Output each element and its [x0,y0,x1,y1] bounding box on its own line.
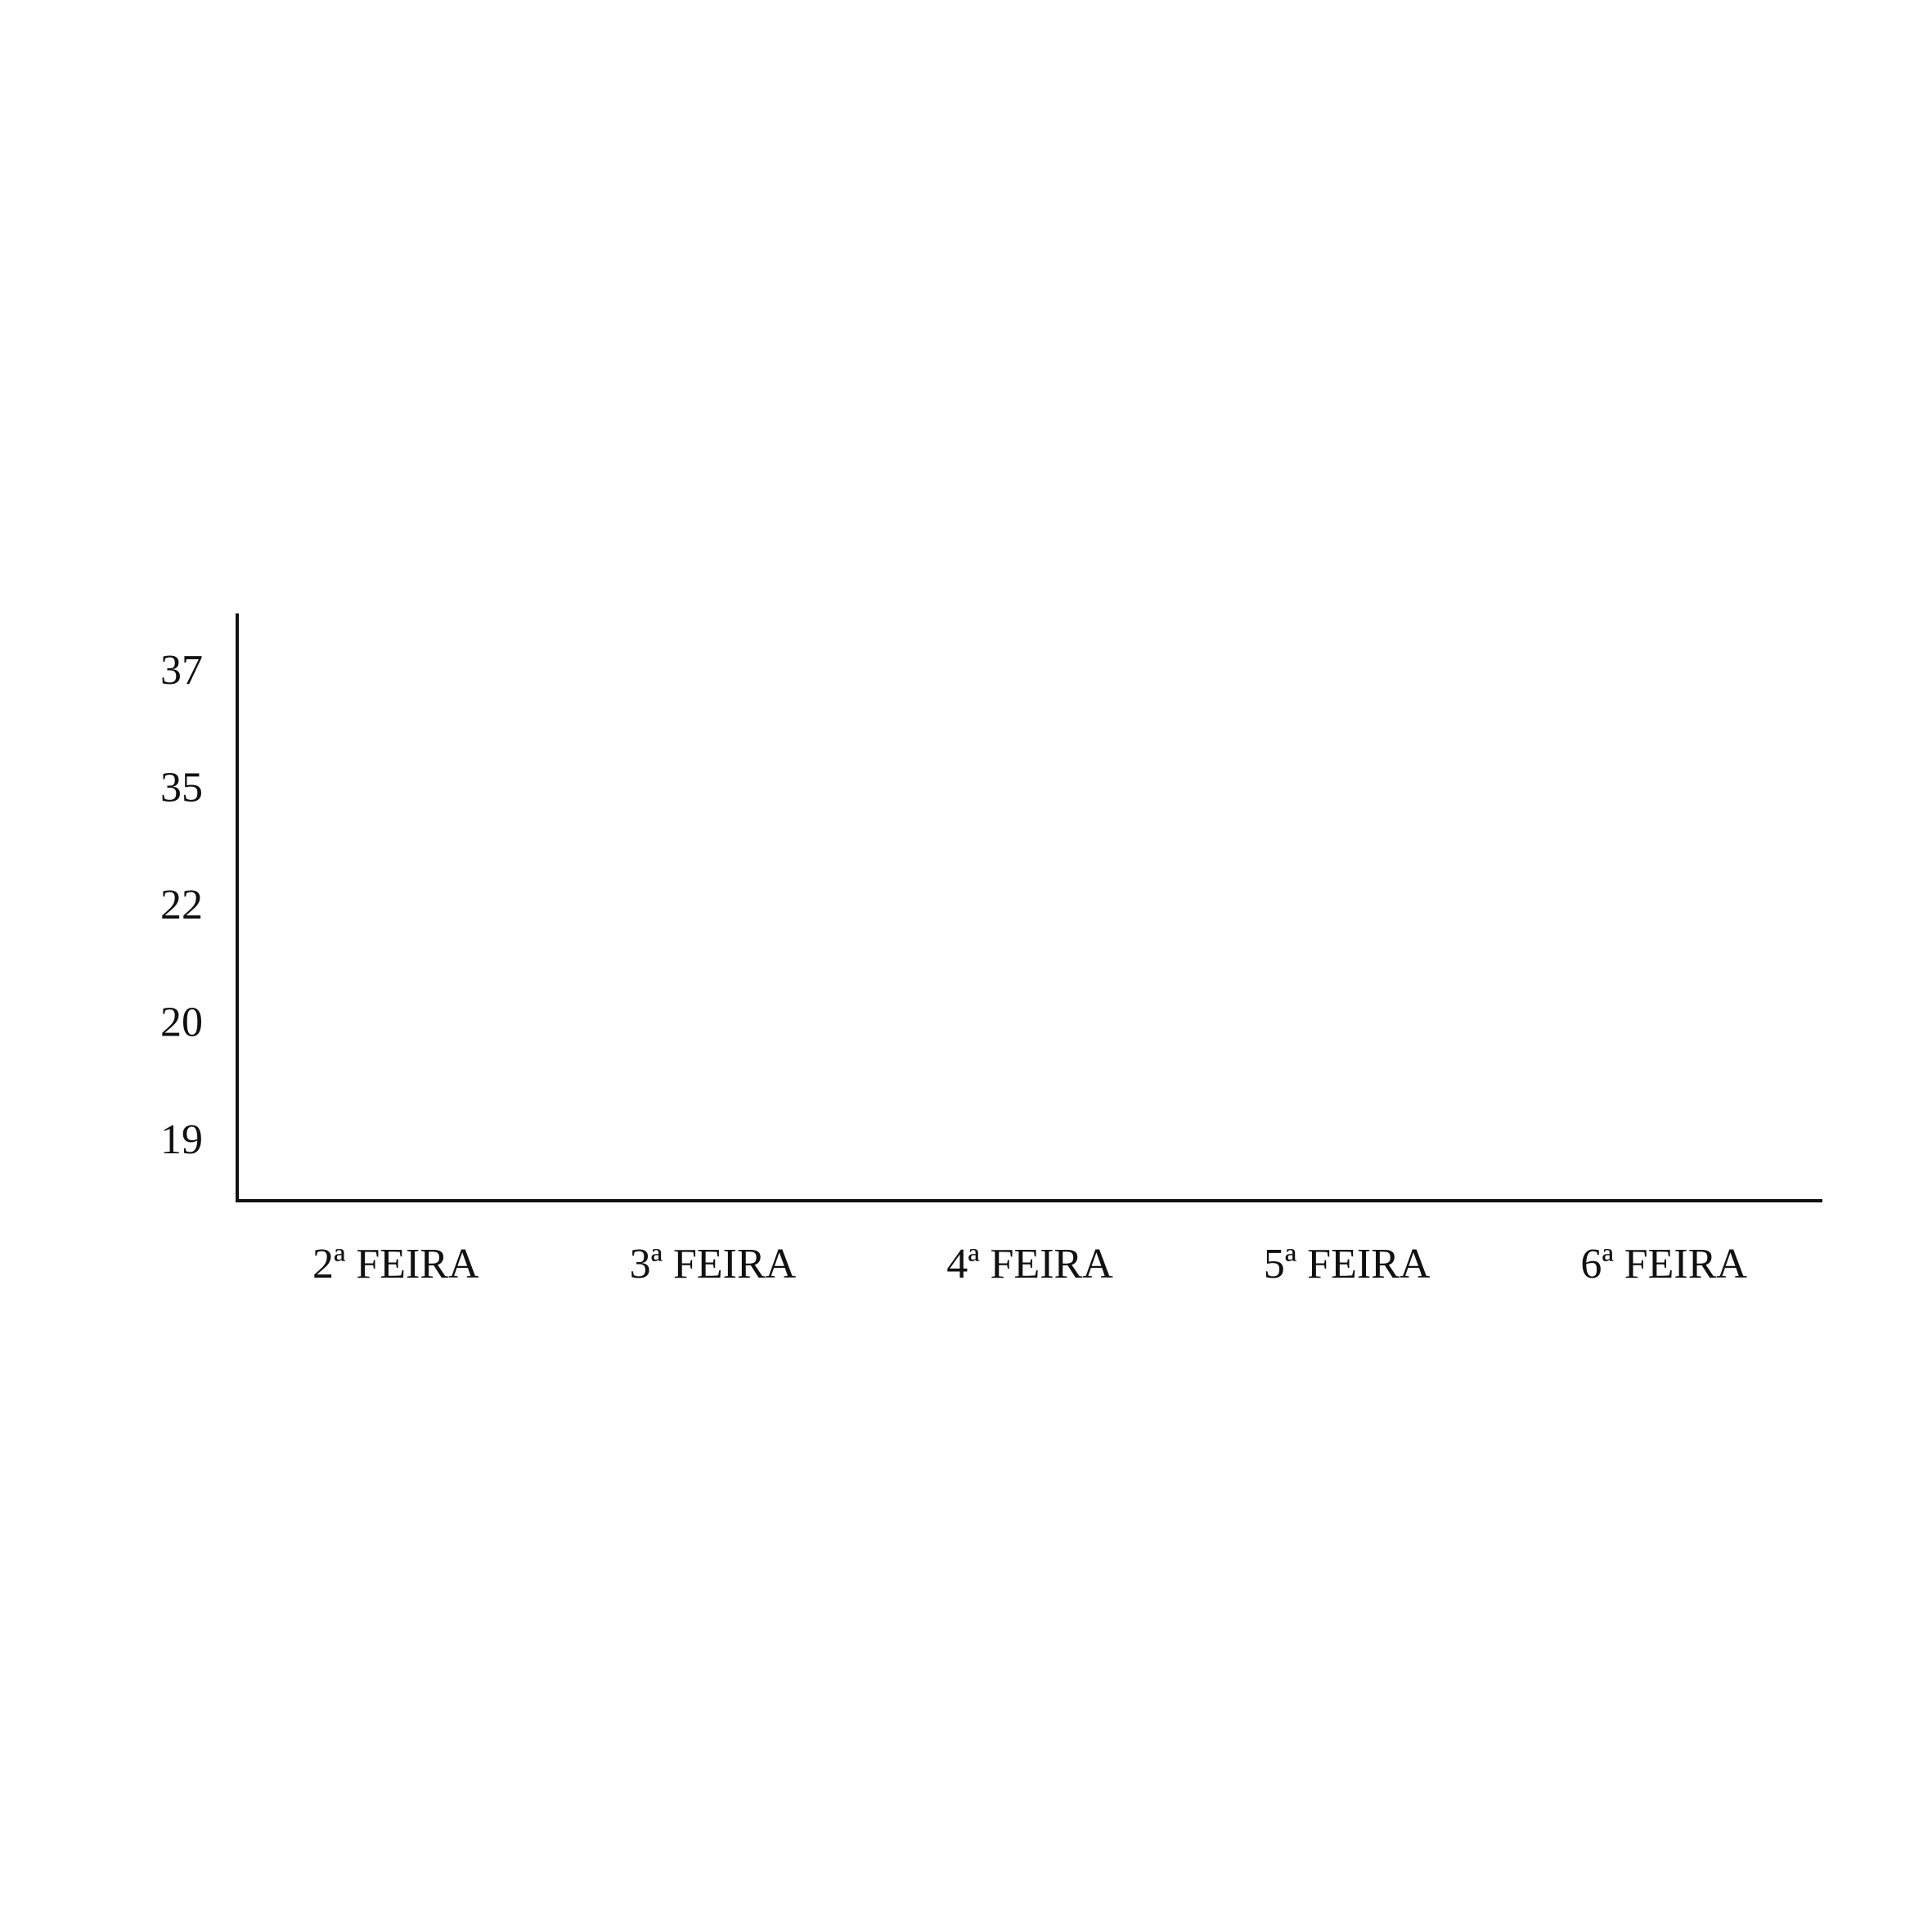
x-tick-label: 2ª FEIRA [312,1241,479,1287]
y-tick-label: 19 [160,1117,203,1163]
y-tick-label: 22 [160,882,203,928]
y-tick-label: 35 [160,764,203,811]
x-tick-label: 6ª FEIRA [1580,1241,1747,1287]
y-tick-label: 37 [160,647,203,694]
x-tick-label: 4ª FEIRA [946,1241,1113,1287]
y-tick-label: 20 [160,999,203,1045]
x-tick-label: 3ª FEIRA [630,1241,797,1287]
x-tick-label: 5ª FEIRA [1264,1241,1431,1287]
